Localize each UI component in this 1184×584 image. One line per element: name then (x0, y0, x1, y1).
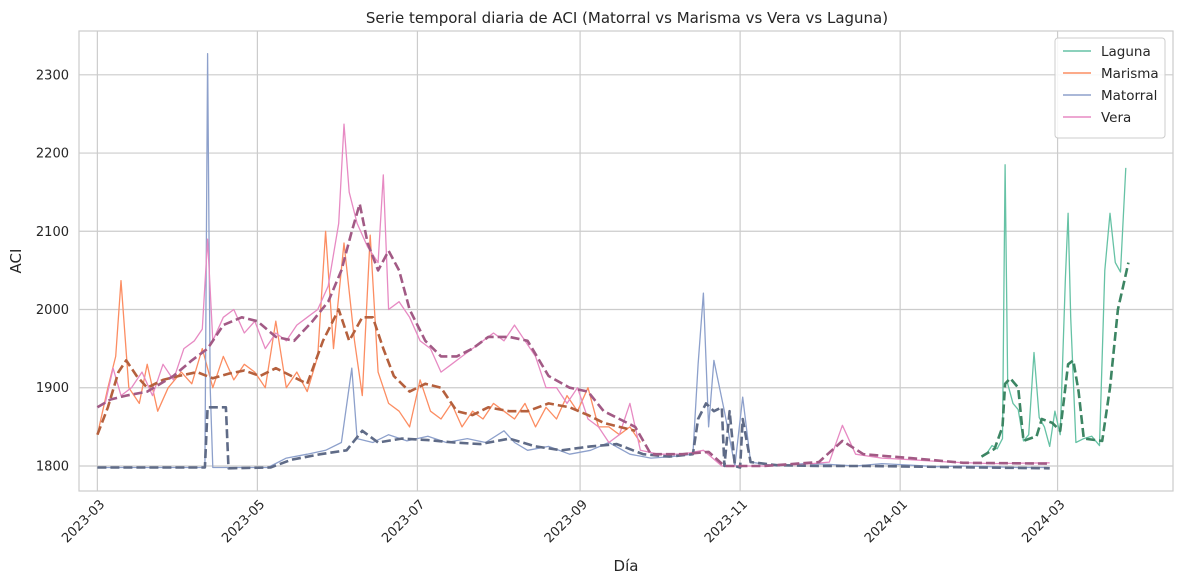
x-axis-title: Día (614, 557, 639, 575)
legend-box (1054, 37, 1166, 139)
raw-series-lines (96, 53, 1127, 469)
legend-label-matorral: Matorral (1101, 88, 1157, 104)
legend: Laguna Marisma Matorral Vera (1054, 37, 1166, 139)
y-tick-label: 2300 (36, 68, 69, 83)
series-line-marisma (96, 230, 641, 443)
plot-area-frame (78, 30, 1174, 492)
y-axis-title: ACI (7, 249, 25, 274)
series-line-laguna (981, 164, 1127, 458)
y-gridlines (79, 74, 1173, 467)
legend-label-vera: Vera (1101, 110, 1131, 126)
y-tick-label: 2200 (36, 147, 69, 162)
series-line-matorral (97, 53, 1050, 469)
y-tick-label: 1800 (36, 459, 69, 474)
y-tick-label: 1900 (36, 381, 69, 396)
smoothed-line-vera (96, 202, 1050, 468)
y-tick-label: 2100 (36, 225, 69, 240)
legend-label-laguna: Laguna (1101, 44, 1151, 60)
legend-label-marisma: Marisma (1101, 66, 1159, 82)
series-line-vera (97, 123, 1050, 467)
chart-title: Serie temporal diaria de ACI (Matorral v… (366, 9, 888, 27)
y-tick-label: 2000 (36, 303, 69, 318)
smoothed-line-marisma (96, 308, 636, 436)
smoothed-series-lines (96, 202, 1130, 470)
smoothed-line-matorral (97, 402, 1050, 470)
y-tick-labels: 1800 1900 2000 2100 2200 2300 (36, 68, 69, 474)
smoothed-line-laguna (980, 262, 1130, 458)
